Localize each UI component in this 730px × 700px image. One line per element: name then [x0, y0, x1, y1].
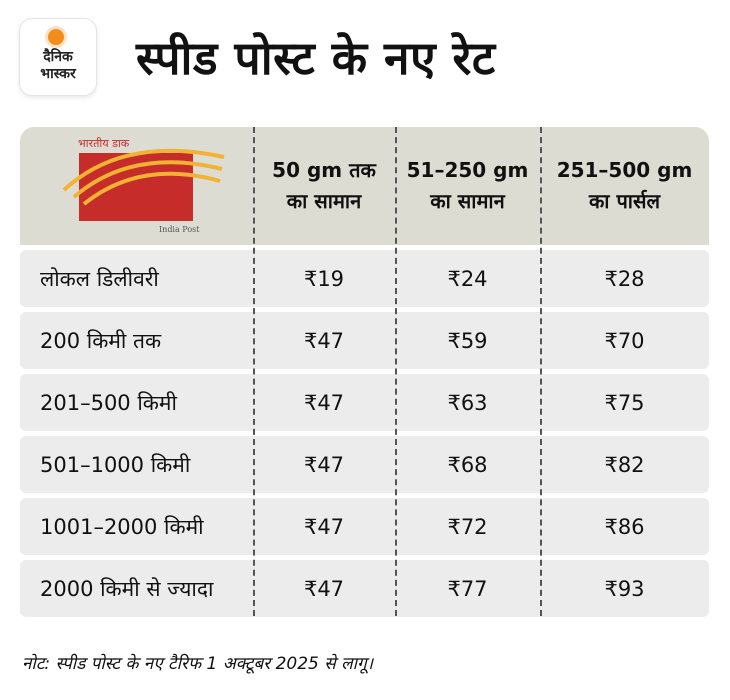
sun-icon — [48, 29, 64, 45]
page-title: स्पीड पोस्ट के नए रेट — [136, 31, 496, 85]
row-value-50gm: ₹47 — [303, 452, 345, 477]
logo-line1: दैनिक — [43, 49, 73, 65]
table-row: 200 किमी तक ₹47 ₹59 ₹70 — [20, 312, 709, 369]
logo-line2: भास्कर — [40, 66, 76, 82]
header-col-1: 50 gm तक का सामान — [272, 158, 376, 213]
column-divider — [540, 127, 542, 616]
table-row: 501–1000 किमी ₹47 ₹68 ₹82 — [20, 436, 709, 493]
header-col-3: 251–500 gm का पार्सल — [556, 158, 693, 213]
table-row: लोकल डिलीवरी ₹19 ₹24 ₹28 — [20, 250, 709, 307]
row-label: 1001–2000 किमी — [40, 514, 204, 539]
row-value-250gm: ₹68 — [447, 452, 488, 477]
india-post-logo: भारतीय डाक India Post — [62, 137, 225, 234]
row-value-500gm: ₹75 — [604, 390, 645, 415]
footnote: नोट: स्पीड पोस्ट के नए टैरिफ 1 अक्टूबर 2… — [22, 654, 374, 674]
column-divider — [395, 127, 397, 616]
row-label: 201–500 किमी — [40, 390, 177, 415]
row-value-50gm: ₹19 — [303, 266, 345, 291]
dainik-bhaskar-logo: दैनिक भास्कर — [20, 19, 96, 95]
row-value-250gm: ₹63 — [447, 390, 488, 415]
table-row: 2000 किमी से ज्यादा ₹47 ₹77 ₹93 — [20, 560, 709, 617]
post-logo-bottom-text: India Post — [159, 225, 200, 234]
row-value-50gm: ₹47 — [303, 328, 345, 353]
row-value-250gm: ₹72 — [447, 514, 488, 539]
row-value-250gm: ₹59 — [447, 328, 488, 353]
row-label: 501–1000 किमी — [40, 452, 191, 477]
row-label: लोकल डिलीवरी — [40, 266, 159, 291]
row-value-500gm: ₹93 — [604, 576, 645, 601]
row-value-250gm: ₹24 — [447, 266, 488, 291]
rates-table: भारतीय डाक India Post 50 gm तक का सामान 5… — [20, 127, 709, 617]
row-value-250gm: ₹77 — [447, 576, 488, 601]
table-row: 1001–2000 किमी ₹47 ₹72 ₹86 — [20, 498, 709, 555]
row-value-50gm: ₹47 — [303, 576, 345, 601]
row-value-500gm: ₹70 — [604, 328, 645, 353]
row-label: 200 किमी तक — [40, 328, 162, 353]
header-col-2: 51–250 gm का सामान — [406, 158, 529, 213]
column-divider — [253, 127, 255, 616]
table-header: भारतीय डाक India Post 50 gm तक का सामान 5… — [20, 127, 709, 245]
row-label: 2000 किमी से ज्यादा — [40, 576, 214, 601]
row-value-50gm: ₹47 — [303, 514, 345, 539]
post-logo-top-text: भारतीय डाक — [78, 137, 130, 150]
row-value-50gm: ₹47 — [303, 390, 345, 415]
table-row: 201–500 किमी ₹47 ₹63 ₹75 — [20, 374, 709, 431]
row-value-500gm: ₹28 — [604, 266, 645, 291]
row-value-500gm: ₹86 — [604, 514, 645, 539]
row-value-500gm: ₹82 — [604, 452, 645, 477]
